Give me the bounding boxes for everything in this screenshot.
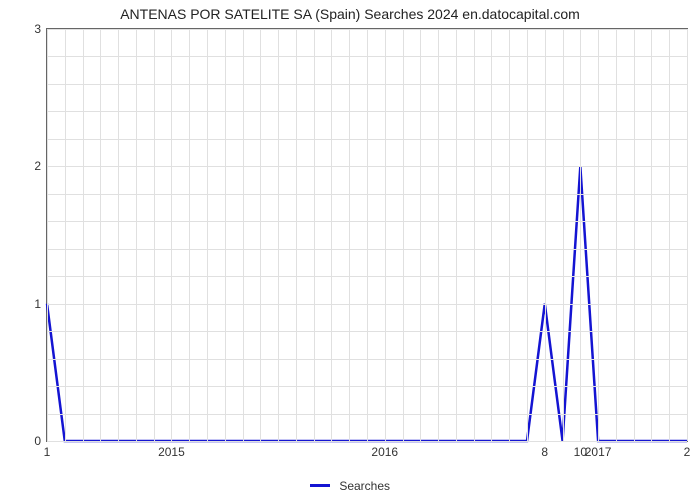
gridline-vertical [385, 29, 386, 441]
gridline-vertical [314, 29, 315, 441]
gridline-vertical [65, 29, 66, 441]
gridline-vertical [47, 29, 48, 441]
gridline-vertical [154, 29, 155, 441]
gridline-vertical [651, 29, 652, 441]
gridline-vertical [545, 29, 546, 441]
gridline-vertical [634, 29, 635, 441]
gridline-vertical [527, 29, 528, 441]
chart-title: ANTENAS POR SATELITE SA (Spain) Searches… [0, 6, 700, 22]
gridline-vertical [367, 29, 368, 441]
x-tick-label: 2017 [585, 445, 612, 459]
gridline-vertical [509, 29, 510, 441]
gridline-vertical [491, 29, 492, 441]
gridline-vertical [260, 29, 261, 441]
x-tick-label: 8 [541, 445, 548, 459]
gridline-vertical [598, 29, 599, 441]
gridline-vertical [474, 29, 475, 441]
legend-swatch [310, 484, 330, 487]
gridline-vertical [580, 29, 581, 441]
legend: Searches [0, 478, 700, 493]
x-tick-label: 2016 [371, 445, 398, 459]
gridline-vertical [349, 29, 350, 441]
x-tick-label: 10 [574, 445, 587, 459]
gridline-vertical [669, 29, 670, 441]
gridline-vertical [403, 29, 404, 441]
x-tick-label: 1 [44, 445, 51, 459]
gridline-vertical [296, 29, 297, 441]
gridline-vertical [243, 29, 244, 441]
gridline-vertical [278, 29, 279, 441]
y-tick-label: 1 [34, 297, 41, 311]
gridline-vertical [438, 29, 439, 441]
y-tick-label: 2 [34, 159, 41, 173]
gridline-vertical [171, 29, 172, 441]
x-tick-label: 2 [684, 445, 691, 459]
gridline-vertical [189, 29, 190, 441]
gridline-vertical [687, 29, 688, 441]
gridline-vertical [563, 29, 564, 441]
gridline-horizontal [47, 441, 687, 442]
gridline-vertical [100, 29, 101, 441]
y-tick-label: 3 [34, 22, 41, 36]
gridline-vertical [207, 29, 208, 441]
gridline-vertical [225, 29, 226, 441]
gridline-vertical [616, 29, 617, 441]
gridline-vertical [136, 29, 137, 441]
gridline-vertical [456, 29, 457, 441]
y-tick-label: 0 [34, 434, 41, 448]
legend-label: Searches [339, 479, 390, 493]
gridline-vertical [83, 29, 84, 441]
gridline-vertical [331, 29, 332, 441]
plot-area: 012320152016201718102 [46, 28, 688, 442]
x-tick-label: 2015 [158, 445, 185, 459]
gridline-vertical [118, 29, 119, 441]
gridline-vertical [420, 29, 421, 441]
chart-container: ANTENAS POR SATELITE SA (Spain) Searches… [0, 0, 700, 500]
